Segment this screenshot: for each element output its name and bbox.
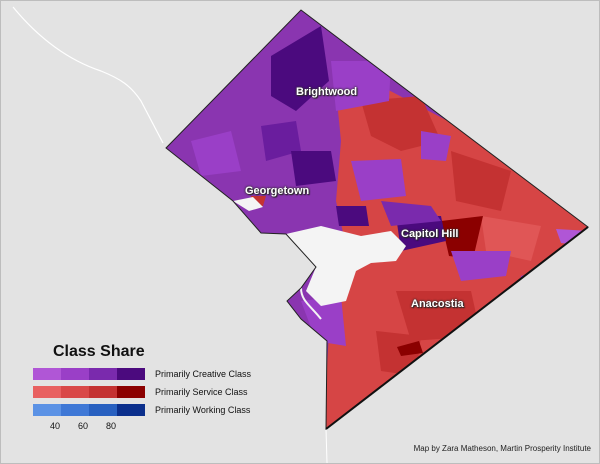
creative-tract <box>331 61 391 111</box>
creative-tract <box>421 131 451 161</box>
swatch <box>117 368 145 380</box>
place-label-anacostia: Anacostia <box>411 298 464 310</box>
river <box>286 226 406 306</box>
swatch <box>33 386 61 398</box>
swatch <box>61 368 89 380</box>
service-tract <box>451 151 511 211</box>
creative-tract <box>451 251 511 281</box>
service-tract <box>397 341 423 356</box>
legend-swatches <box>33 404 145 416</box>
boundary-line <box>325 226 589 430</box>
swatch <box>89 368 117 380</box>
legend-row-creative: Primarily Creative Class <box>33 367 252 381</box>
legend-tick: 80 <box>106 421 117 431</box>
creative-tract <box>351 159 406 201</box>
river <box>233 197 263 211</box>
legend-title: Class Share <box>53 343 145 360</box>
legend-tick: 40 <box>50 421 61 431</box>
legend-row-service: Primarily Service Class <box>33 385 251 399</box>
boundary-line <box>325 428 328 463</box>
river-line <box>300 287 322 320</box>
swatch <box>89 404 117 416</box>
legend-label: Primarily Service Class <box>155 387 248 397</box>
place-label-capitol-hill: Capitol Hill <box>401 228 459 240</box>
swatch <box>117 386 145 398</box>
creative-tract <box>381 201 441 226</box>
creative-tract <box>191 131 241 176</box>
service-tract <box>481 216 541 261</box>
creative-tract <box>396 216 446 251</box>
swatch <box>33 404 61 416</box>
boundary-line <box>12 6 164 144</box>
legend-swatches <box>33 386 145 398</box>
service-tract <box>441 216 483 259</box>
swatch <box>61 386 89 398</box>
place-label-brightwood: Brightwood <box>296 86 358 98</box>
legend-row-working: Primarily Working Class <box>33 403 251 417</box>
swatch <box>33 368 61 380</box>
legend: Class Share Primarily Creative Class Pri… <box>33 343 252 433</box>
legend-label: Primarily Working Class <box>155 405 251 415</box>
legend-ticks: 40 60 80 <box>33 421 251 433</box>
map-credit: Map by Zara Matheson, Martin Prosperity … <box>413 444 591 453</box>
creative-tract <box>336 206 369 226</box>
legend-tick: 60 <box>78 421 89 431</box>
place-label-georgetown: Georgetown <box>245 185 310 197</box>
creative-tract <box>291 151 336 186</box>
legend-swatches <box>33 368 145 380</box>
swatch <box>61 404 89 416</box>
swatch <box>117 404 145 416</box>
legend-label: Primarily Creative Class <box>155 369 252 379</box>
creative-tract <box>271 26 329 111</box>
swatch <box>89 386 117 398</box>
